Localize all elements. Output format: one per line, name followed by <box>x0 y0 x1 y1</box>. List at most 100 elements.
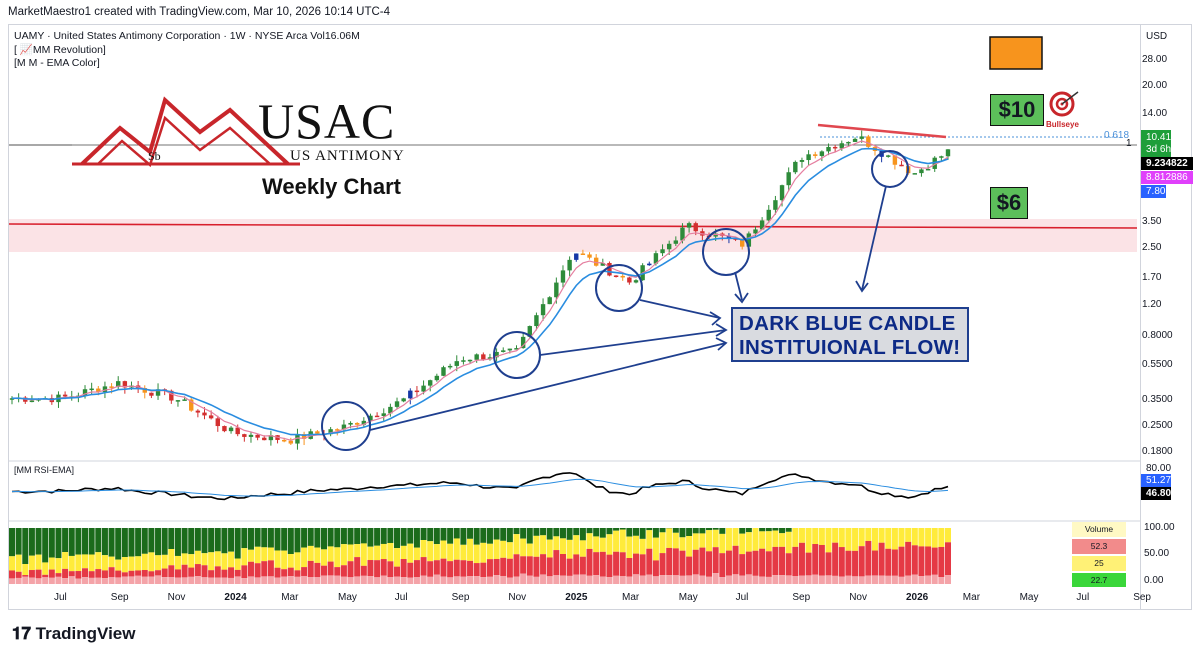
candle-body <box>620 275 625 278</box>
arrow <box>861 185 887 291</box>
volume-segment <box>274 577 281 584</box>
tradingview-logo[interactable]: 𝟏𝟕 TradingView <box>12 624 135 644</box>
volume-segment <box>739 528 746 534</box>
price-tick-label: 0.1800 <box>1142 446 1173 457</box>
volume-segment <box>394 548 401 567</box>
volume-segment <box>208 577 215 584</box>
volume-segment <box>55 528 62 559</box>
volume-segment <box>380 559 387 576</box>
volume-segment <box>486 543 493 560</box>
volume-segment <box>354 557 361 577</box>
candle-body <box>102 386 108 393</box>
candle-body <box>507 348 513 351</box>
volume-segment <box>115 577 122 584</box>
volume-segment <box>413 528 420 548</box>
volume-segment <box>75 528 82 555</box>
candle-body <box>713 233 718 237</box>
time-tick-label: 2026 <box>906 592 929 603</box>
volume-segment <box>759 548 766 577</box>
volume-segment <box>745 551 752 575</box>
candle-body <box>169 390 174 401</box>
volume-segment <box>301 528 308 548</box>
time-tick-label: 2024 <box>224 592 247 603</box>
volume-segment <box>945 528 951 543</box>
volume-segment <box>473 563 480 577</box>
volume-segment <box>135 575 142 584</box>
currency-label[interactable]: USD <box>1146 31 1168 42</box>
usac-logo-mark <box>80 96 290 168</box>
volume-segment <box>88 554 95 572</box>
volume-segment <box>181 564 188 578</box>
volume-segment <box>931 547 938 575</box>
volume-segment <box>779 528 786 534</box>
candle-body <box>919 169 924 174</box>
candle-body <box>540 304 546 316</box>
indicator-revolution[interactable]: [ 📈MM Revolution] <box>14 43 106 56</box>
volume-segment <box>805 528 812 553</box>
volume-segment <box>606 528 613 535</box>
volume-segment <box>447 577 454 584</box>
candle-body <box>587 254 592 258</box>
vol-tick: 50.00 <box>1144 548 1170 559</box>
last-price-tag: 10.41 <box>1146 132 1172 143</box>
circle-marker <box>702 228 750 276</box>
volume-segment <box>852 528 859 551</box>
rsi-pane-title[interactable]: [MM RSI-EMA] <box>14 465 74 475</box>
candle-body <box>653 253 659 264</box>
volume-segment <box>513 534 520 555</box>
volume-segment <box>533 535 540 557</box>
candle-body <box>149 392 154 396</box>
volume-segment <box>181 553 188 565</box>
volume-segment <box>380 575 387 584</box>
ema-fast-line <box>11 140 949 441</box>
volume-segment <box>759 528 766 532</box>
volume-segment <box>307 560 314 578</box>
volume-segment <box>526 528 533 544</box>
volume-segment <box>168 565 175 578</box>
candle-body <box>547 297 552 305</box>
volume-segment <box>779 533 786 547</box>
volume-segment <box>188 554 195 568</box>
candle-body <box>408 390 413 399</box>
candle-body <box>925 168 931 171</box>
volume-segment <box>460 560 467 577</box>
price-tick-label: 3.50 <box>1142 215 1162 227</box>
volume-segment <box>460 544 467 561</box>
volume-segment <box>48 557 55 570</box>
candle-body <box>208 415 214 419</box>
candle-body <box>335 429 340 431</box>
volume-segment <box>712 529 719 548</box>
volume-segment <box>380 528 387 544</box>
time-tick-label: May <box>338 592 357 603</box>
volume-segment <box>247 549 254 562</box>
candle-body <box>268 435 274 441</box>
volume-segment <box>878 528 885 543</box>
indicator-ema-color[interactable]: [M M - EMA Color] <box>14 57 100 69</box>
price-tick-label: 20.00 <box>1142 80 1168 92</box>
volume-segment <box>281 576 288 584</box>
countdown-tag: 3d 6h <box>1146 144 1172 155</box>
symbol-line[interactable]: UAMY · United States Antimony Corporatio… <box>14 30 360 42</box>
time-tick-label: Nov <box>849 592 867 603</box>
volume-segment <box>400 577 407 584</box>
candle-body <box>600 262 606 266</box>
volume-segment <box>141 528 148 554</box>
candle-body <box>912 173 918 175</box>
volume-segment <box>652 528 659 538</box>
volume-segment <box>579 528 586 541</box>
volume-segment <box>898 528 905 547</box>
volume-segment <box>891 528 898 550</box>
candle-body <box>228 427 234 432</box>
candle-body <box>461 360 466 362</box>
volume-segment <box>559 554 566 576</box>
volume-segment <box>261 561 268 577</box>
volume-segment <box>506 542 513 559</box>
volume-segment <box>593 552 600 576</box>
price-tick-label: 0.3500 <box>1142 394 1173 406</box>
candle-body <box>939 156 944 158</box>
volume-segment <box>82 568 89 578</box>
volume-segment <box>247 561 254 577</box>
volume-segment <box>925 575 932 584</box>
volume-segment <box>307 545 314 561</box>
